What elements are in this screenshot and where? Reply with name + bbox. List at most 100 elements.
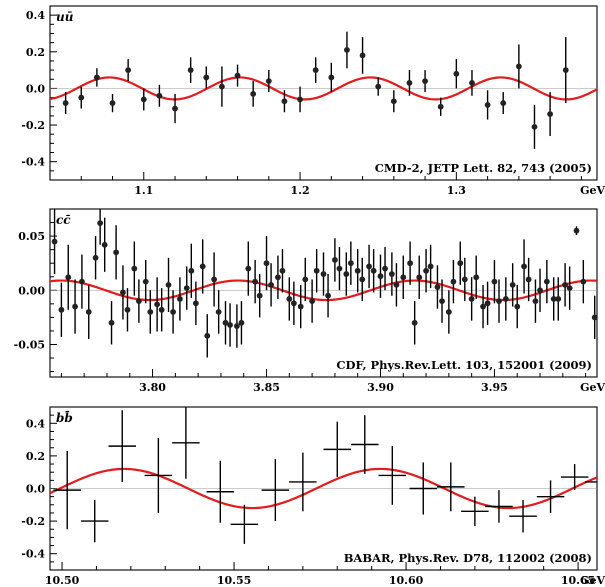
data-point (550, 296, 557, 302)
data-point (109, 100, 116, 106)
data-point (263, 260, 270, 267)
data-point (238, 319, 245, 326)
data-point (279, 267, 286, 274)
plot-frame (49, 208, 598, 378)
data-point (543, 278, 550, 285)
y-tick-label: 0.2 (26, 46, 45, 59)
x-axis-unit: GeV (580, 574, 605, 587)
data-point (390, 98, 397, 105)
data-point (286, 296, 293, 302)
data-point (256, 292, 263, 299)
data-point (199, 263, 206, 270)
data-point (227, 322, 233, 328)
y-tick-label: -0.2 (21, 515, 45, 528)
data-point (156, 92, 163, 99)
panel-uubar: -0.4 -0.2 0.0 0.2 0.4 1.1 1.2 1.3 GeV uū CMD-2, JE… (21, 5, 605, 197)
y-tick-label: -0.05 (14, 338, 45, 351)
data-point (343, 271, 350, 277)
panel-ccbar: -0.05 0.00 0.05 3.80 3.85 3.90 3.95 GeV cc̄ CDF, … (14, 208, 605, 394)
x-tick-label: 3.80 (139, 381, 166, 394)
data-point (445, 309, 452, 315)
data-point (85, 309, 92, 315)
data-point (312, 67, 319, 74)
data-point (92, 254, 99, 261)
x-tick-label: 10.60 (389, 574, 424, 587)
data-point (484, 300, 491, 307)
data-point (532, 298, 539, 305)
data-point (281, 98, 288, 105)
panel-label: uū (56, 10, 74, 24)
data-point (491, 278, 498, 285)
data-point (62, 100, 69, 106)
data-point (250, 91, 257, 97)
data-point (411, 319, 418, 326)
data-point (562, 67, 569, 74)
data-point (172, 105, 178, 112)
x-tick-label: 10.55 (217, 574, 251, 587)
citation-label: BABAR, Phys.Rev. D78, 112002 (2008) (344, 551, 592, 565)
data-point (120, 289, 126, 296)
data-point (473, 274, 480, 281)
data-point (591, 314, 597, 321)
data-point (177, 296, 183, 302)
data-point (245, 265, 252, 272)
data-point (211, 276, 218, 283)
data-point (484, 102, 491, 108)
data-point (268, 281, 274, 288)
data-point (461, 276, 468, 283)
data-point (297, 303, 304, 310)
data-point (434, 284, 441, 290)
y-tick-label: 0.4 (26, 9, 45, 22)
plot-frame (49, 5, 598, 181)
data-point (170, 309, 176, 315)
panel-label: bb̄ (56, 409, 73, 425)
data-point (65, 274, 72, 281)
data-point (78, 94, 85, 101)
data-point (514, 303, 521, 310)
x-tick-label: 3.90 (367, 381, 394, 394)
data-point (187, 67, 194, 74)
data-point (566, 285, 573, 292)
data-point (347, 260, 354, 267)
data-point (125, 67, 132, 74)
data-point (265, 78, 272, 84)
x-tick-label: 3.85 (253, 381, 280, 394)
fit-curve (50, 76, 597, 101)
data-point (469, 80, 475, 86)
data-point (215, 309, 222, 315)
data-point (309, 298, 316, 305)
y-tick-label: 0.0 (26, 82, 45, 95)
citation-label: CMD-2, JETP Lett. 82, 743 (2005) (375, 161, 592, 175)
data-point (370, 267, 377, 274)
data-point (344, 47, 350, 53)
data-point (135, 298, 142, 305)
data-point (234, 72, 241, 79)
data-point (406, 80, 413, 86)
data-point (97, 220, 104, 226)
data-points (53, 407, 597, 544)
data-point (203, 74, 210, 81)
y-tick-label: -0.2 (21, 119, 45, 132)
data-point (192, 300, 199, 307)
data-point (416, 274, 423, 281)
data-point (51, 238, 58, 245)
data-point (328, 74, 335, 81)
data-point (108, 319, 115, 326)
y-tick-label: 0.0 (26, 483, 45, 496)
data-point (453, 70, 460, 77)
y-tick-label: 0.00 (18, 284, 45, 297)
data-point (154, 301, 161, 308)
data-point (555, 296, 562, 302)
data-point (537, 287, 543, 294)
data-point (562, 281, 568, 288)
panel-label: cc̄ (56, 213, 71, 227)
data-point (222, 319, 229, 326)
data-point (313, 267, 320, 274)
data-point (165, 281, 172, 288)
data-point (275, 274, 281, 281)
data-point (468, 296, 475, 302)
x-tick-label: 1.1 (134, 184, 153, 197)
data-point (219, 83, 225, 90)
data-point (382, 265, 388, 272)
